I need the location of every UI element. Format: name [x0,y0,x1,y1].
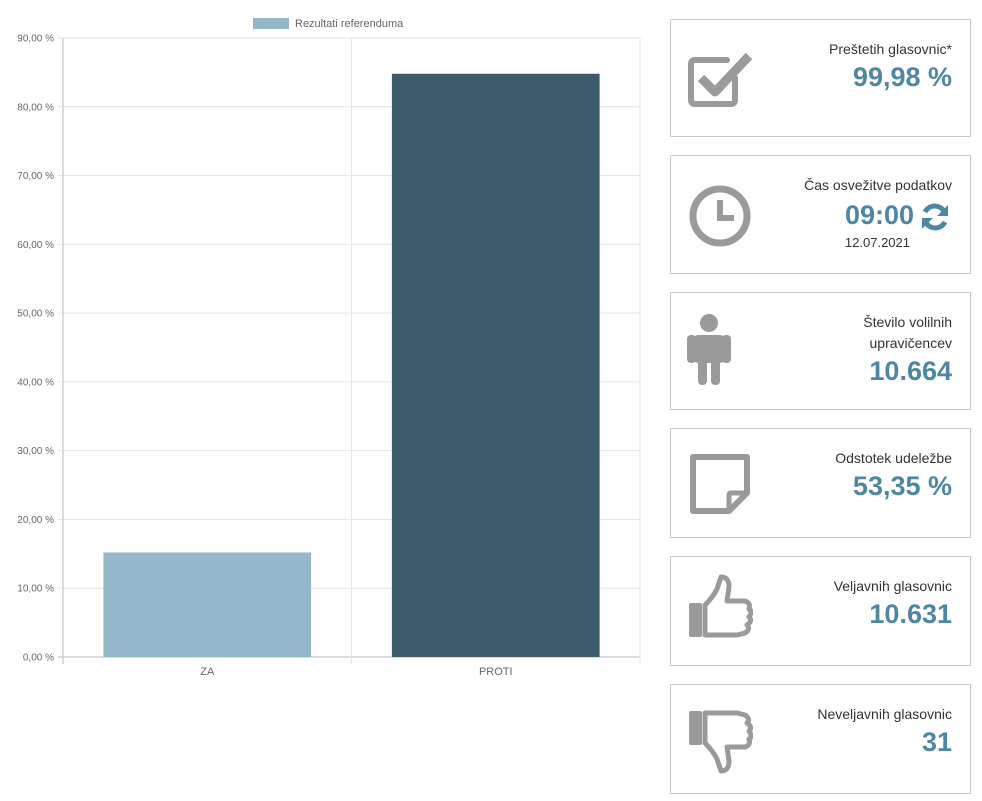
valid-value: 10.631 [869,599,952,629]
y-tick-label: 70,00 % [17,171,54,182]
invalid-value: 31 [921,727,952,757]
thumbs-up-icon [689,574,753,638]
y-tick-label: 30,00 % [17,446,54,457]
valid-label: Veljavnih glasovnic [833,578,952,594]
chart-bars [103,73,600,657]
card-eligible-voters: Število volilnih upravičencev 10.664 [670,292,971,410]
card-valid-ballots: Veljavnih glasovnic 10.631 [670,556,971,666]
voters-label-line1: Število volilnih [863,314,952,330]
chart-legend[interactable]: Rezultati referenduma [253,18,404,30]
turnout-value: 53,35 % [852,471,952,501]
refresh-label: Čas osvežitve podatkov [804,177,952,193]
bar-proti [391,73,600,657]
checkbox-check-icon [688,52,753,107]
card-invalid-ballots: Neveljavnih glasovnic 31 [670,684,971,794]
x-tick-label: ZA [200,666,215,678]
refresh-time-value: 09:00 [844,200,914,230]
sticky-note-icon [690,454,750,514]
counted-label: Preštetih glasovnic* [829,41,952,57]
counted-value: 99,98 % [852,62,952,92]
chart-grid [58,37,641,664]
refresh-date: 12.07.2021 [844,234,910,250]
y-tick-label: 60,00 % [17,240,54,251]
card-counted-ballots: Preštetih glasovnic* 99,98 % [670,19,971,137]
card-turnout: Odstotek udeležbe 53,35 % [670,428,971,538]
y-tick-label: 20,00 % [17,515,54,526]
bar-za [103,552,312,657]
y-tick-label: 40,00 % [17,377,54,388]
chart-axes: 0,00 % 10,00 % 20,00 % 30,00 % 40,00 % 50,00 … [17,34,512,679]
clock-icon [689,185,751,247]
y-tick-label: 0,00 % [23,653,54,664]
voters-label-line2: upravičencev [869,335,953,351]
legend-label: Rezultati referenduma [295,18,404,30]
referendum-bar-chart: 0,00 % 10,00 % 20,00 % 30,00 % 40,00 % 50,00 … [17,18,641,679]
voters-value: 10.664 [869,356,952,386]
y-tick-label: 90,00 % [17,34,54,45]
y-tick-label: 50,00 % [17,309,54,320]
legend-swatch [253,18,289,29]
invalid-label: Neveljavnih glasovnic [817,706,952,722]
x-tick-label: PROTI [479,666,513,678]
y-tick-label: 10,00 % [17,584,54,595]
refresh-icon[interactable] [918,200,952,234]
thumbs-down-icon [689,710,753,774]
card-refresh-time: Čas osvežitve podatkov 09:00 12.07.2021 [670,155,971,274]
y-tick-label: 80,00 % [17,102,54,113]
turnout-label: Odstotek udeležbe [835,450,952,466]
person-icon [687,314,731,385]
